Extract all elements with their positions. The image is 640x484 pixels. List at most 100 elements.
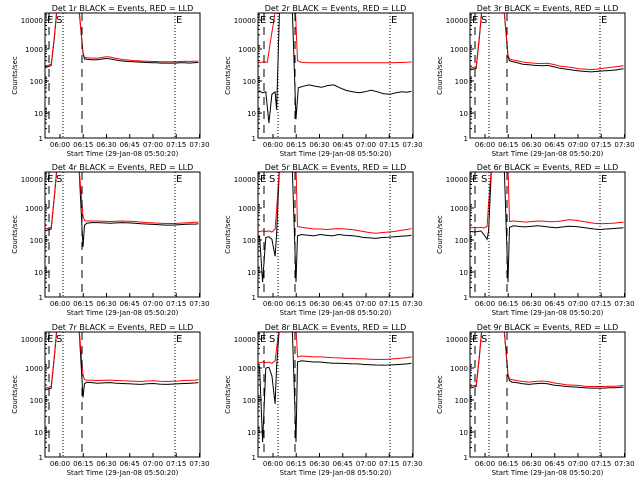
y-tick-label: 1 xyxy=(464,454,468,462)
y-tick-label: 1 xyxy=(39,294,43,302)
x-tick-label: 06:45 xyxy=(545,460,565,468)
x-axis-label: Start Time (29-Jan-08 05:50:20) xyxy=(67,150,179,158)
panel-title: Det 8r BLACK = Events, RED = LLD xyxy=(265,323,407,332)
y-axis-label: Counts/sec xyxy=(11,375,19,414)
plot-frame xyxy=(469,171,626,298)
x-tick-label: 06:00 xyxy=(50,460,70,468)
plot-frame xyxy=(469,331,626,458)
series-line-events xyxy=(470,332,624,389)
panel-title: Det 2r BLACK = Events, RED = LLD xyxy=(265,4,407,13)
plot-frame xyxy=(257,12,414,139)
x-tick-label: 06:00 xyxy=(50,141,70,149)
series-line-events xyxy=(470,13,624,73)
x-tick-label: 07:00 xyxy=(143,460,163,468)
series-line-events xyxy=(470,172,624,283)
y-tick-label: 1000 xyxy=(450,205,468,213)
x-tick-label: 06:15 xyxy=(498,460,518,468)
x-tick-label: 06:00 xyxy=(475,460,495,468)
x-tick-label: 06:00 xyxy=(50,300,70,308)
series-line-lld xyxy=(45,332,199,389)
y-tick-label: 10000 xyxy=(234,176,256,184)
y-axis-label: Counts/sec xyxy=(436,375,444,414)
y-axis-label: Counts/sec xyxy=(436,56,444,95)
panel-title: Det 1r BLACK = Events, RED = LLD xyxy=(52,4,194,13)
x-axis-label: Start Time (29-Jan-08 05:50:20) xyxy=(67,469,179,477)
x-tick-label: 06:15 xyxy=(286,460,306,468)
x-tick-label: 07:15 xyxy=(166,460,186,468)
plot-frame xyxy=(44,12,201,139)
x-tick-label: 07:15 xyxy=(591,141,611,149)
x-tick-label: 07:15 xyxy=(379,141,399,149)
time-marker-label: E xyxy=(260,334,266,345)
time-marker-label: S xyxy=(481,174,487,185)
time-marker-label: S xyxy=(481,15,487,26)
x-tick-label: 06:45 xyxy=(120,460,140,468)
y-tick-label: 10 xyxy=(247,269,256,277)
x-tick-label: 06:30 xyxy=(96,460,116,468)
x-axis-label: Start Time (29-Jan-08 05:50:20) xyxy=(67,309,179,317)
series-line-events xyxy=(258,13,412,124)
y-tick-label: 100 xyxy=(243,397,256,405)
x-tick-label: 07:30 xyxy=(614,300,634,308)
y-axis-label: Counts/sec xyxy=(436,215,444,254)
panel-title: Det 9r BLACK = Events, RED = LLD xyxy=(477,323,619,332)
y-axis-label: Counts/sec xyxy=(224,56,232,95)
time-marker-label: E xyxy=(601,334,607,345)
time-marker-label: E xyxy=(176,334,182,345)
y-tick-label: 10 xyxy=(34,429,43,437)
y-tick-label: 10000 xyxy=(21,336,43,344)
x-tick-label: 06:45 xyxy=(333,141,353,149)
x-tick-label: 07:30 xyxy=(402,300,422,308)
y-tick-label: 1 xyxy=(39,135,43,143)
x-axis-label: Start Time (29-Jan-08 05:50:20) xyxy=(280,150,392,158)
y-tick-label: 10 xyxy=(34,269,43,277)
time-marker-label: S xyxy=(269,174,275,185)
series-line-lld xyxy=(45,172,199,230)
x-tick-label: 07:15 xyxy=(166,300,186,308)
y-tick-label: 1000 xyxy=(25,365,43,373)
x-tick-label: 06:45 xyxy=(120,141,140,149)
time-marker-label: S xyxy=(481,334,487,345)
y-tick-label: 100 xyxy=(243,78,256,86)
x-axis-label: Start Time (29-Jan-08 05:50:20) xyxy=(280,469,392,477)
series-line-events xyxy=(258,172,412,283)
x-tick-label: 06:30 xyxy=(521,141,541,149)
plot-frame xyxy=(257,331,414,458)
x-tick-label: 06:45 xyxy=(545,141,565,149)
x-tick-label: 07:30 xyxy=(614,141,634,149)
x-tick-label: 06:15 xyxy=(73,141,93,149)
x-tick-label: 06:00 xyxy=(475,300,495,308)
series-line-events xyxy=(258,332,412,443)
time-marker-label: E xyxy=(472,15,478,26)
time-marker-label: E xyxy=(391,174,397,185)
y-tick-label: 1000 xyxy=(450,46,468,54)
y-tick-label: 100 xyxy=(30,237,43,245)
y-tick-label: 1000 xyxy=(238,365,256,373)
panel-title: Det 3r BLACK = Events, RED = LLD xyxy=(477,4,619,13)
series-line-events xyxy=(45,172,199,247)
y-tick-label: 1 xyxy=(252,294,256,302)
series-line-lld xyxy=(45,13,199,67)
x-tick-label: 07:00 xyxy=(356,300,376,308)
x-tick-label: 06:15 xyxy=(73,300,93,308)
x-tick-label: 06:00 xyxy=(263,460,283,468)
x-tick-label: 06:45 xyxy=(333,300,353,308)
time-marker-label: E xyxy=(260,15,266,26)
x-tick-label: 07:00 xyxy=(568,300,588,308)
y-axis-label: Counts/sec xyxy=(224,375,232,414)
series-line-events xyxy=(45,332,199,398)
y-tick-label: 10 xyxy=(459,110,468,118)
x-tick-label: 06:30 xyxy=(309,460,329,468)
panel-title: Det 5r BLACK = Events, RED = LLD xyxy=(265,163,407,172)
x-tick-label: 07:00 xyxy=(356,141,376,149)
time-marker-label: E xyxy=(47,174,53,185)
x-tick-label: 07:15 xyxy=(166,141,186,149)
x-tick-label: 06:30 xyxy=(309,141,329,149)
y-tick-label: 100 xyxy=(30,397,43,405)
x-tick-label: 06:45 xyxy=(120,300,140,308)
y-tick-label: 10000 xyxy=(446,336,468,344)
